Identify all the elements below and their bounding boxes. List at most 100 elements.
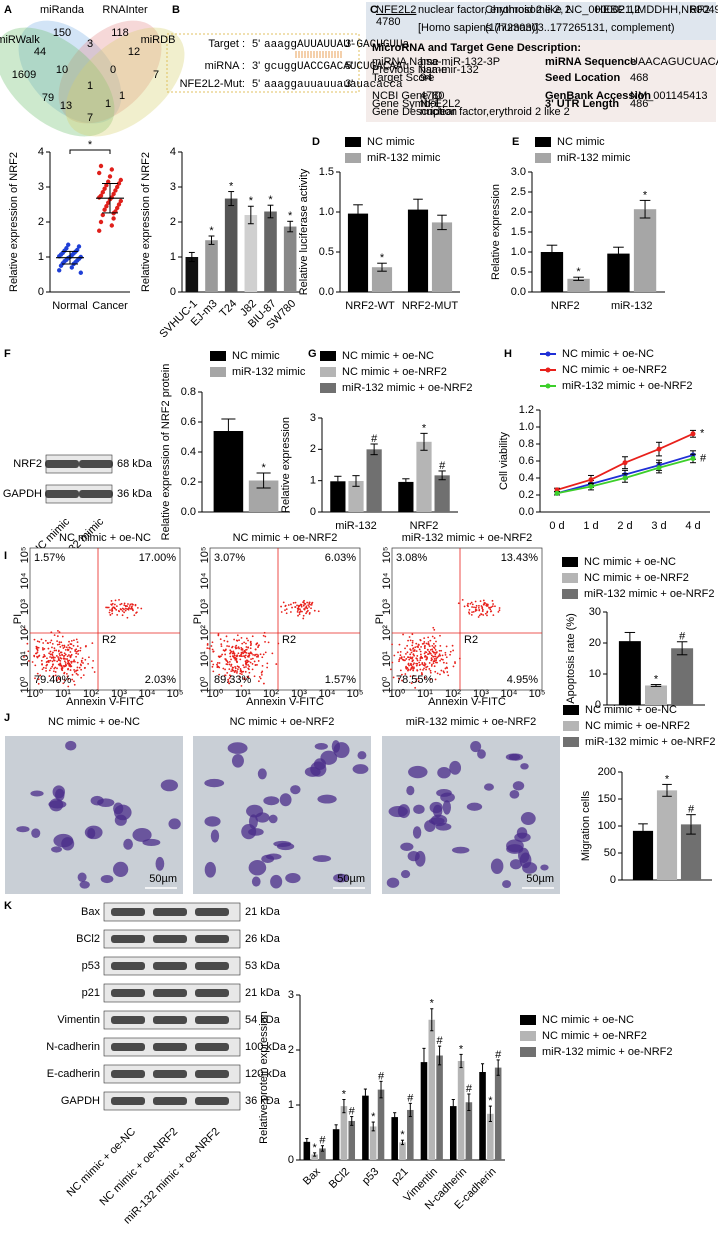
flow-event <box>68 640 70 643</box>
flow-event <box>38 654 41 657</box>
blot-size: 68 kDa <box>117 458 153 470</box>
flow-tick: 10⁵ <box>19 547 31 564</box>
flow-event <box>257 680 260 683</box>
flow-event <box>49 659 52 662</box>
flow-tick: 10³ <box>111 688 127 700</box>
flow-event <box>435 661 437 664</box>
flow-event <box>236 634 239 637</box>
flow-event <box>228 668 231 671</box>
flow-event <box>428 645 431 648</box>
venn-set-label: miRWalk <box>0 34 40 46</box>
flow-event <box>65 673 68 675</box>
flow-y-label: PI <box>374 614 386 624</box>
y-tick-label: 3 <box>38 181 44 193</box>
flow-event <box>436 672 439 675</box>
flow-event <box>82 674 85 676</box>
flow-event <box>498 607 501 609</box>
flow-event <box>63 679 66 682</box>
db-field-value: 486 <box>630 98 648 110</box>
flow-event <box>461 599 464 601</box>
flow-event <box>51 660 54 663</box>
flow-event <box>442 670 445 673</box>
dot <box>116 181 122 186</box>
flow-event <box>250 658 252 661</box>
cell <box>142 838 161 846</box>
flow-event <box>444 653 447 656</box>
flow-event <box>257 654 260 657</box>
dot <box>111 216 116 221</box>
blot-protein: GAPDH <box>61 1095 100 1107</box>
db-field-label: miRNA Name <box>372 56 439 68</box>
flow-event <box>70 647 73 650</box>
dot <box>106 200 111 205</box>
flow-event <box>415 678 418 680</box>
flow-event <box>262 653 265 656</box>
flow-event <box>60 641 63 644</box>
flow-event <box>414 646 417 649</box>
flow-event <box>59 646 62 648</box>
flow-event <box>58 643 61 646</box>
flow-event <box>77 653 80 655</box>
cell <box>386 877 400 888</box>
y-tick-label: 0.4 <box>181 446 196 458</box>
panel-label: D <box>312 136 320 148</box>
flow-event <box>229 651 232 654</box>
flow-event <box>53 647 56 650</box>
flow-event <box>264 651 267 654</box>
significance: * <box>576 266 581 278</box>
flow-event <box>256 663 258 666</box>
flow-event <box>27 650 30 653</box>
flow-event <box>37 646 40 649</box>
y-axis-label: Relative expression of NRF2 <box>140 152 152 292</box>
cell <box>97 798 115 807</box>
significance: * <box>430 998 435 1010</box>
bar <box>391 1117 398 1160</box>
flow-event <box>411 660 414 663</box>
dot <box>115 184 120 190</box>
flow-event <box>229 675 232 677</box>
blot-band <box>111 962 145 970</box>
flow-event <box>73 680 75 683</box>
flow-event <box>84 666 86 669</box>
flow-event <box>391 661 394 664</box>
flow-event <box>423 662 426 664</box>
flow-event <box>408 658 411 661</box>
flow-event <box>132 609 134 612</box>
flow-event <box>67 678 70 681</box>
legend-swatch <box>562 573 578 583</box>
flow-event <box>297 614 299 617</box>
bar <box>244 215 258 292</box>
flow-event <box>419 659 422 662</box>
flow-event <box>313 609 316 612</box>
flow-event <box>35 645 38 648</box>
flow-event <box>249 640 252 643</box>
flow-title: NC mimic + oe-NRF2 <box>233 532 338 544</box>
flow-event <box>254 648 257 651</box>
flow-event <box>399 650 402 653</box>
flow-tick: 10⁴ <box>381 572 393 589</box>
flow-event <box>233 638 235 641</box>
quadrant-value: 17.00% <box>139 552 177 564</box>
legend-label: miR-132 mimic <box>232 366 306 378</box>
blot-band <box>153 989 187 997</box>
seq-name: Target : <box>208 38 245 50</box>
micrograph <box>193 736 371 894</box>
flow-y-label: PI <box>192 614 204 624</box>
dot <box>98 219 104 225</box>
flow-event <box>477 616 480 618</box>
significance: # <box>407 1092 414 1104</box>
legend-swatch <box>562 557 578 567</box>
blot-size: 120 kDa <box>245 1068 287 1080</box>
flow-event <box>62 647 65 649</box>
flow-event <box>66 655 69 658</box>
flow-event <box>441 654 444 657</box>
flow-event <box>416 655 419 657</box>
flow-event <box>55 655 58 657</box>
blot-protein: Vimentin <box>57 1014 100 1026</box>
flow-event <box>417 646 419 649</box>
significance: # <box>437 1035 444 1047</box>
flow-event <box>66 662 69 665</box>
cell <box>451 846 470 854</box>
seq-end: 5' <box>252 38 260 50</box>
